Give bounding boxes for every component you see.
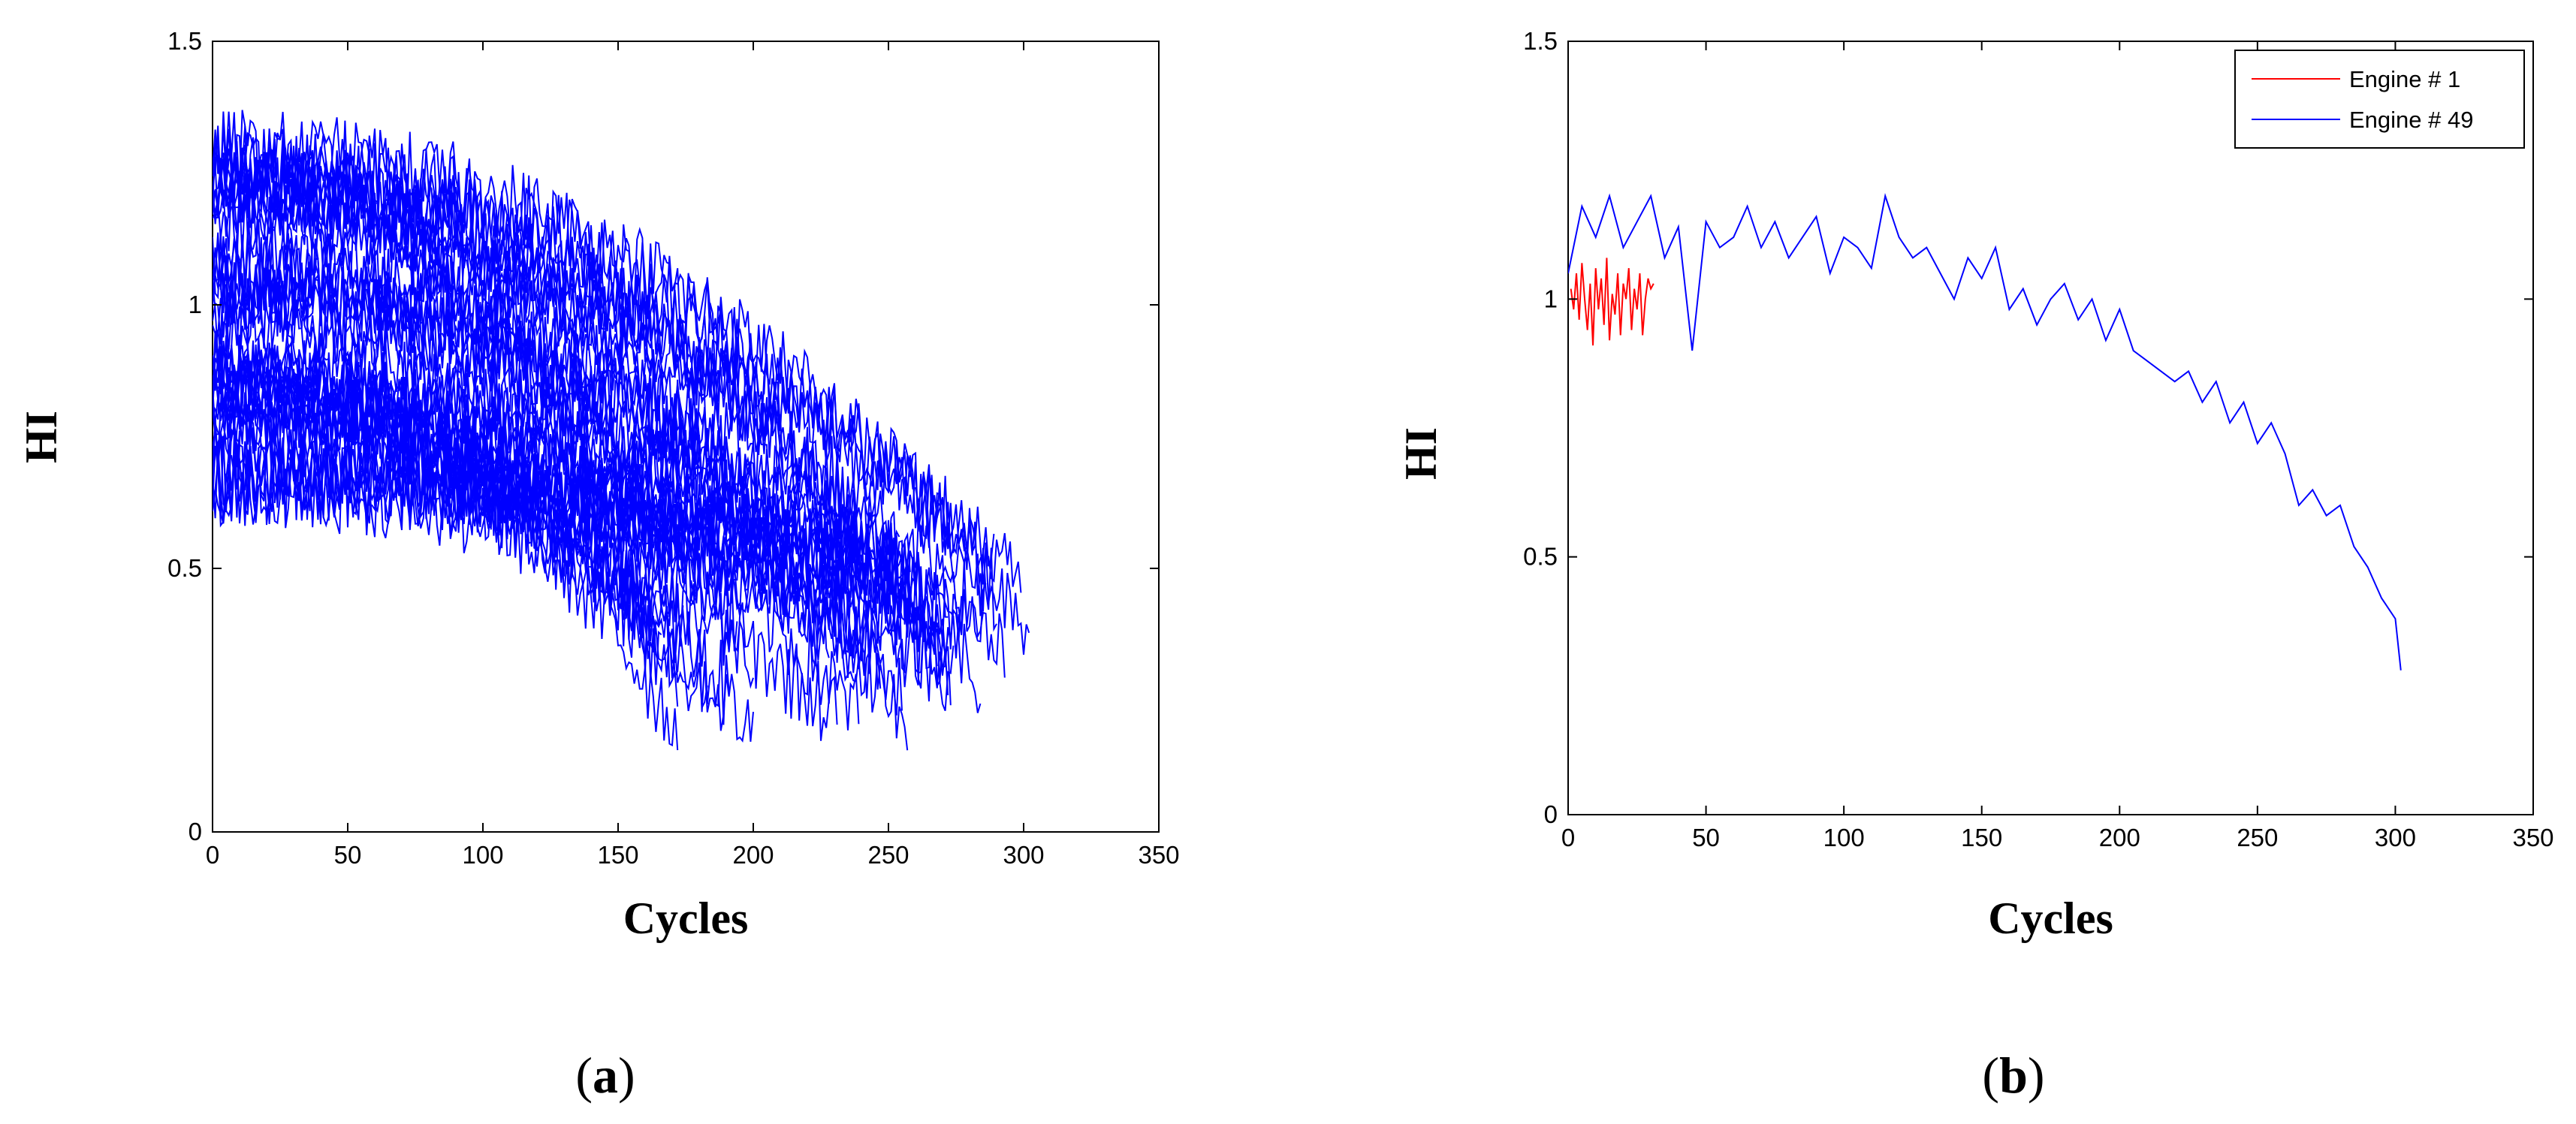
series-line-32 [213, 422, 798, 613]
y-tick-label: 1.5 [1523, 27, 1558, 55]
legend-entry: Engine # 49 [2349, 107, 2473, 133]
y-tick-label: 0.5 [1523, 543, 1558, 571]
series-line-39 [213, 248, 830, 661]
chart-panel-b: 0 50 100 150 200 250 300 350 0 0.5 1 1.5 Cycles HI (b)… [1396, 27, 2554, 1104]
x-tick-label: 350 [2512, 824, 2553, 851]
series-line-40 [213, 372, 741, 596]
series-line-25 [213, 362, 698, 626]
x-tick-label: 0 [206, 841, 219, 869]
series-line-1 [213, 125, 1030, 655]
y-axis-label: HI [1396, 427, 1446, 480]
x-axis-label: Cycles [1988, 893, 2113, 943]
panel-label: (a) [575, 1047, 635, 1104]
series-line-2 [1568, 193, 2402, 670]
x-tick-label: 250 [867, 841, 909, 869]
y-tick-label: 0 [189, 818, 202, 845]
chart-panel-a: 0 50 100 150 200 250 300 350 0 0.5 1 1.5 Cycles HI (a) [17, 27, 1180, 1104]
x-tick-label: 150 [597, 841, 638, 869]
x-tick-label: 300 [2375, 824, 2416, 851]
x-tick-label: 250 [2237, 824, 2278, 851]
y-tick-label: 1 [1544, 285, 1558, 312]
legend-box [2234, 50, 2525, 149]
legend-entry: Engine # 1 [2349, 66, 2460, 92]
x-tick-label: 100 [462, 841, 503, 869]
series-line-37 [213, 320, 882, 713]
series-group [1568, 193, 2402, 670]
y-tick-label: 0 [1544, 800, 1558, 828]
y-tick-label: 1 [189, 291, 202, 318]
x-tick-label: 50 [1692, 824, 1720, 851]
x-tick-label: 200 [2099, 824, 2140, 851]
x-tick-label: 350 [1138, 841, 1179, 869]
x-tick-label: 0 [1561, 824, 1575, 851]
series-line-27 [213, 344, 708, 712]
plot-area [1567, 41, 2534, 815]
legend: Engine # 1 Engine # 49 [2234, 50, 2525, 149]
panel-label: (b) [1982, 1047, 2044, 1104]
x-tick-label: 50 [334, 841, 362, 869]
x-axis-label: Cycles [623, 893, 749, 943]
x-tick-label: 200 [732, 841, 774, 869]
series-line-38 [213, 110, 997, 632]
series-line-1 [1570, 258, 1654, 346]
series-group [213, 110, 1030, 751]
x-tick-label: 150 [1961, 824, 2002, 851]
x-tick-label: 100 [1823, 824, 1865, 851]
y-tick-label: 0.5 [167, 554, 202, 582]
series-line-17 [213, 144, 825, 667]
series-line-34 [213, 142, 909, 751]
y-tick-label: 1.5 [167, 27, 202, 55]
y-axis-label: HI [17, 411, 66, 463]
x-tick-label: 300 [1003, 841, 1044, 869]
